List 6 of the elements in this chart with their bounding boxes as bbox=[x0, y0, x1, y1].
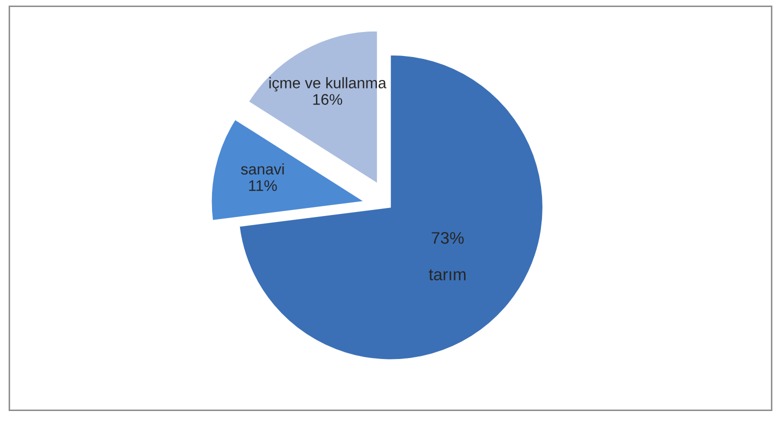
slice-label: içme ve kullanma bbox=[269, 77, 386, 92]
data-label: 11% bbox=[249, 180, 277, 191]
slice-label: sanavi bbox=[241, 163, 284, 175]
slice-label: tarım bbox=[428, 269, 466, 280]
data-label: 73% bbox=[432, 232, 464, 244]
data-label: 16% bbox=[313, 94, 342, 105]
